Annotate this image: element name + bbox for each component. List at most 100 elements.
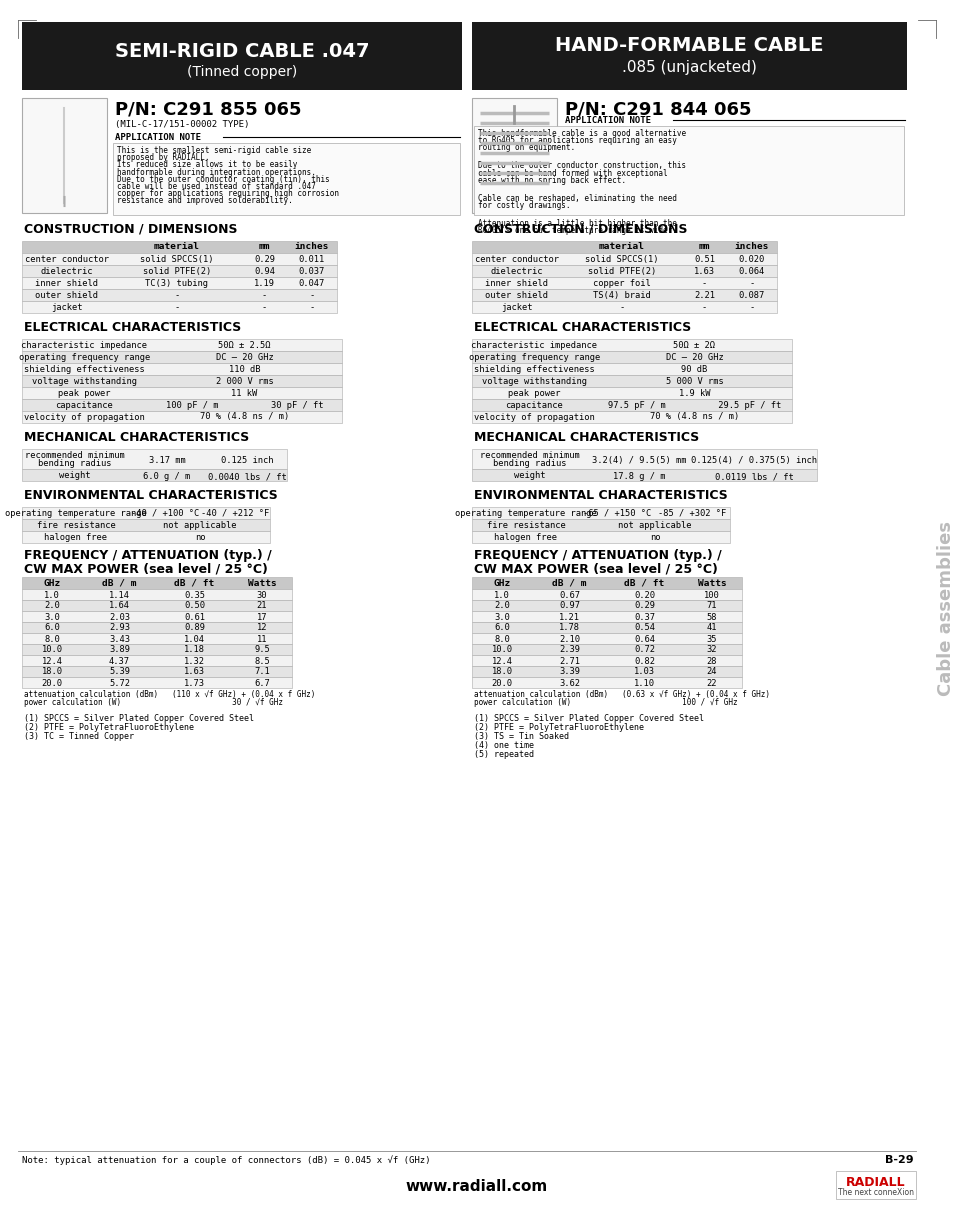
Text: 30: 30: [256, 591, 267, 599]
Text: material: material: [153, 242, 200, 250]
Text: no: no: [649, 533, 659, 541]
Bar: [22, 375, 341, 387]
Bar: [472, 623, 741, 634]
Text: power calculation (W)                        30 / √f GHz: power calculation (W) 30 / √f GHz: [24, 698, 283, 706]
Text: 24: 24: [706, 668, 717, 676]
Bar: [22, 339, 341, 351]
Bar: [22, 253, 336, 265]
Text: CONSTRUCTION / DIMENSIONS: CONSTRUCTION / DIMENSIONS: [474, 223, 687, 236]
Text: capacitance: capacitance: [505, 400, 563, 410]
Text: halogen free: halogen free: [45, 533, 108, 541]
Text: solid PTFE(2): solid PTFE(2): [587, 268, 656, 276]
Bar: [472, 644, 741, 655]
Text: handformable during integration operations.: handformable during integration operatio…: [117, 168, 315, 176]
Text: 3.89: 3.89: [109, 646, 130, 654]
Text: for costly drawings.: for costly drawings.: [477, 201, 570, 210]
Text: 12.4: 12.4: [42, 657, 63, 665]
Text: RADIALL: RADIALL: [845, 1176, 904, 1189]
Text: fire resistance: fire resistance: [36, 520, 115, 529]
Text: not applicable: not applicable: [618, 520, 691, 529]
Text: operating temperature range: operating temperature range: [455, 508, 597, 518]
Text: RG405's one but temperature range is wider.: RG405's one but temperature range is wid…: [477, 226, 677, 235]
Text: -40 / +212 °F: -40 / +212 °F: [201, 508, 269, 518]
Text: dielectric: dielectric: [41, 268, 93, 276]
Text: power calculation (W)                        100 / √f GHz: power calculation (W) 100 / √f GHz: [474, 698, 737, 706]
Text: copper for applications requiring high corrosion: copper for applications requiring high c…: [117, 190, 338, 198]
Text: (3) TS = Tin Soaked: (3) TS = Tin Soaked: [474, 732, 568, 741]
Text: voltage withstanding: voltage withstanding: [481, 377, 586, 385]
Text: -: -: [262, 291, 267, 300]
Text: 0.97: 0.97: [558, 602, 579, 610]
Text: ELECTRICAL CHARACTERISTICS: ELECTRICAL CHARACTERISTICS: [474, 321, 691, 334]
Text: Due to the outer conductor coating (tin), this: Due to the outer conductor coating (tin)…: [117, 175, 330, 184]
Bar: [22, 289, 336, 302]
Text: not applicable: not applicable: [163, 520, 236, 529]
Text: 0.011: 0.011: [298, 255, 325, 264]
Text: -: -: [749, 303, 754, 313]
Text: 11 kW: 11 kW: [232, 388, 257, 398]
Bar: [472, 666, 741, 677]
Text: solid PTFE(2): solid PTFE(2): [143, 268, 211, 276]
Bar: [472, 364, 791, 375]
Text: 1.03: 1.03: [634, 668, 655, 676]
Text: .085 (unjacketed): .085 (unjacketed): [621, 60, 756, 75]
Text: 17.8 g / m: 17.8 g / m: [613, 472, 665, 482]
Text: attenuation calculation (dBm)   (110 x √f GHz) + (0.04 x f GHz): attenuation calculation (dBm) (110 x √f …: [24, 689, 315, 699]
Text: 3.2(4) / 9.5(5) mm: 3.2(4) / 9.5(5) mm: [592, 456, 686, 465]
Text: 0.29: 0.29: [253, 255, 274, 264]
Text: 4.37: 4.37: [109, 657, 130, 665]
Text: voltage withstanding: voltage withstanding: [32, 377, 137, 385]
Text: This is the smallest semi-rigid cable size: This is the smallest semi-rigid cable si…: [117, 146, 311, 154]
Text: velocity of propagation: velocity of propagation: [24, 412, 145, 422]
Text: DC – 20 GHz: DC – 20 GHz: [215, 353, 274, 361]
Bar: [22, 677, 292, 688]
Text: ENVIRONMENTAL CHARACTERISTICS: ENVIRONMENTAL CHARACTERISTICS: [474, 489, 727, 502]
Text: 9.5: 9.5: [253, 646, 270, 654]
Bar: [472, 610, 741, 623]
Bar: [22, 655, 292, 666]
Bar: [22, 469, 287, 482]
Bar: [22, 98, 107, 213]
Text: 70 % (4.8 ns / m): 70 % (4.8 ns / m): [200, 412, 289, 422]
Text: GHz: GHz: [493, 579, 510, 587]
Text: -: -: [174, 291, 179, 300]
Text: 1.14: 1.14: [109, 591, 130, 599]
Bar: [22, 411, 341, 423]
Bar: [22, 265, 336, 277]
Text: halogen free: halogen free: [494, 533, 557, 541]
Bar: [472, 241, 776, 253]
Text: 100 pF / m          30 pF / ft: 100 pF / m 30 pF / ft: [166, 400, 323, 410]
Text: HAND-FORMABLE CABLE: HAND-FORMABLE CABLE: [555, 36, 822, 55]
Text: 1.18: 1.18: [184, 646, 205, 654]
Text: 0.125 inch: 0.125 inch: [220, 456, 273, 465]
Bar: [22, 399, 341, 411]
Text: Its reduced size allows it to be easily: Its reduced size allows it to be easily: [117, 161, 297, 169]
Text: 3.0: 3.0: [494, 613, 509, 621]
Bar: [472, 339, 791, 351]
Text: 5 000 V rms: 5 000 V rms: [665, 377, 722, 385]
Text: routing on equipment.: routing on equipment.: [477, 143, 575, 152]
Bar: [472, 277, 776, 289]
Text: dielectric: dielectric: [490, 268, 542, 276]
Text: recommended minimum: recommended minimum: [25, 451, 124, 460]
Text: 0.72: 0.72: [634, 646, 655, 654]
Text: -85 / +302 °F: -85 / +302 °F: [658, 508, 726, 518]
Text: -: -: [701, 280, 706, 288]
Text: 41: 41: [706, 624, 717, 632]
Text: 0.51: 0.51: [693, 255, 714, 264]
Text: 18.0: 18.0: [42, 668, 63, 676]
Text: 3.43: 3.43: [109, 635, 130, 643]
Text: solid SPCCS(1): solid SPCCS(1): [140, 255, 213, 264]
Text: bending radius: bending radius: [38, 458, 112, 468]
Text: www.radiall.com: www.radiall.com: [405, 1180, 548, 1194]
Text: cable can be hand formed with exceptional: cable can be hand formed with exceptiona…: [477, 169, 667, 178]
Text: 28: 28: [706, 657, 717, 665]
Bar: [22, 519, 270, 531]
Bar: [22, 610, 292, 623]
Text: resistance and improved solderability.: resistance and improved solderability.: [117, 197, 293, 206]
Text: 2.0: 2.0: [44, 602, 60, 610]
Text: 0.125(4) / 0.375(5) inch: 0.125(4) / 0.375(5) inch: [691, 456, 817, 465]
Text: 2.39: 2.39: [558, 646, 579, 654]
Text: 50Ω ± 2.5Ω: 50Ω ± 2.5Ω: [218, 340, 271, 349]
Bar: [22, 241, 336, 253]
